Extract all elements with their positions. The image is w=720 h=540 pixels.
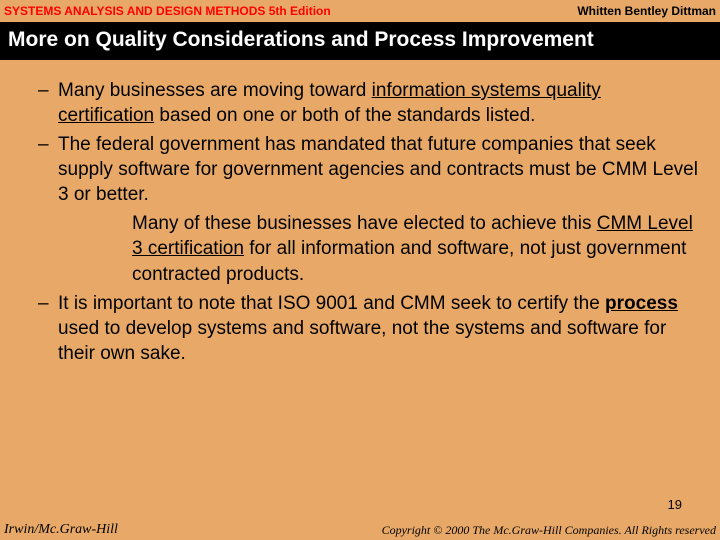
slide-title: More on Quality Considerations and Proce…	[0, 22, 720, 60]
bullet-1-text: Many businesses are moving toward inform…	[58, 78, 698, 128]
bullet-3: – It is important to note that ISO 9001 …	[38, 291, 698, 366]
bullet-2-text: The federal government has mandated that…	[58, 132, 698, 207]
text-fragment: Many businesses are moving toward	[58, 80, 372, 101]
bullet-1: – Many businesses are moving toward info…	[38, 78, 698, 128]
text-fragment: It is important to note that ISO 9001 an…	[58, 293, 605, 314]
slide-content: – Many businesses are moving toward info…	[0, 60, 720, 366]
bold-underlined-text: process	[605, 293, 678, 314]
footer-copyright: Copyright © 2000 The Mc.Graw-Hill Compan…	[382, 523, 716, 538]
page-number: 19	[668, 497, 682, 512]
header-right-text: Whitten Bentley Dittman	[577, 4, 716, 18]
bullet-dash: –	[38, 291, 58, 366]
bullet-2: – The federal government has mandated th…	[38, 132, 698, 207]
bullet-dash: –	[38, 78, 58, 128]
footer-publisher: Irwin/Mc.Graw-Hill	[4, 522, 118, 538]
bullet-3-text: It is important to note that ISO 9001 an…	[58, 291, 698, 366]
bullet-dash: –	[38, 132, 58, 207]
bullet-2-sub: Many of these businesses have elected to…	[38, 211, 698, 286]
text-fragment: used to develop systems and software, no…	[58, 318, 666, 364]
text-fragment: Many of these businesses have elected to…	[132, 213, 597, 234]
footer: Irwin/Mc.Graw-Hill Copyright © 2000 The …	[0, 522, 720, 540]
header-bar: SYSTEMS ANALYSIS AND DESIGN METHODS 5th …	[0, 0, 720, 22]
text-fragment: based on one or both of the standards li…	[154, 105, 535, 126]
header-left-text: SYSTEMS ANALYSIS AND DESIGN METHODS 5th …	[4, 4, 331, 18]
